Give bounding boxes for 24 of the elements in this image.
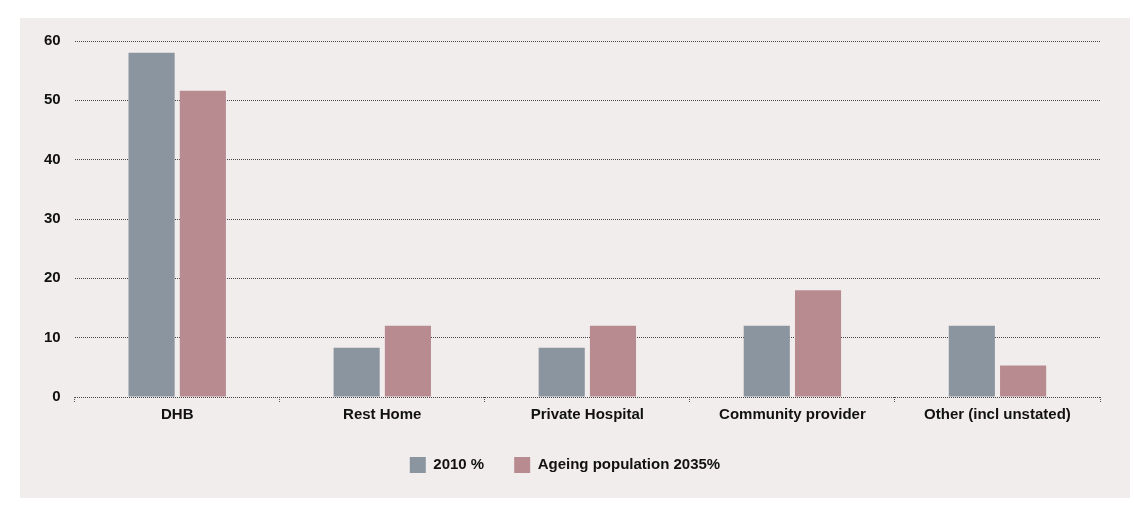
y-tick-label: 40	[44, 149, 61, 167]
x-tick-label: Community provider	[719, 405, 866, 423]
bar	[743, 325, 790, 397]
bar	[128, 52, 175, 397]
bar	[589, 325, 637, 397]
y-tick-label: 0	[52, 387, 61, 405]
legend-label: Ageing population 2035%	[537, 455, 721, 473]
x-tick-label: Rest Home	[343, 405, 422, 423]
bar	[794, 290, 842, 397]
bar	[538, 347, 585, 397]
bar	[333, 347, 380, 397]
y-tick-label: 50	[44, 90, 61, 108]
y-tick-label: 30	[44, 209, 61, 227]
bar	[948, 325, 995, 397]
y-tick-label: 10	[44, 327, 61, 345]
bar	[179, 90, 226, 397]
x-tick-label: Other (incl unstated)	[924, 405, 1071, 423]
y-tick-label: 20	[44, 268, 61, 286]
x-tick-label: DHB	[160, 405, 194, 423]
bar	[1000, 365, 1047, 397]
legend-label: 2010 %	[433, 455, 485, 473]
bar	[384, 325, 431, 397]
x-tick-label: Private Hospital	[530, 405, 645, 423]
y-tick-label: 60	[44, 31, 61, 49]
